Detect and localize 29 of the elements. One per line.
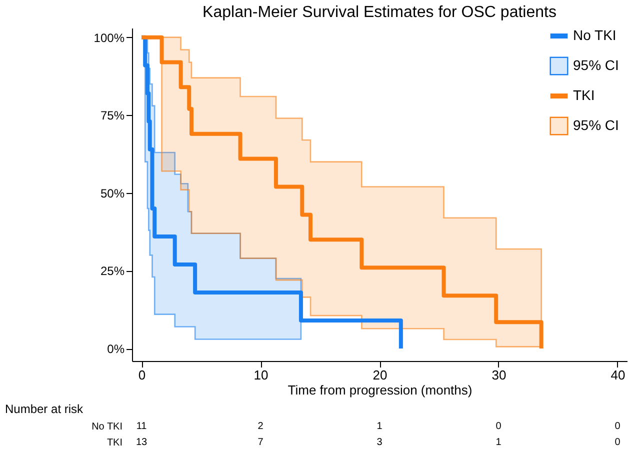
y-tick-label: 50%: [100, 186, 125, 200]
text: 1: [376, 421, 383, 432]
x-tick-label: 20: [372, 368, 388, 382]
text: TKI: [106, 438, 122, 448]
legend-label: No TKI: [573, 27, 616, 43]
text: Number at risk: [5, 402, 84, 416]
text: 7: [258, 437, 264, 448]
y-tick-label: 25%: [100, 264, 125, 278]
text: 0: [614, 437, 621, 448]
text: 3: [376, 437, 383, 448]
y-tick-label: 0%: [107, 342, 125, 356]
text: 0: [614, 421, 621, 432]
y-tick-label: 75%: [100, 108, 125, 123]
annotation: 95% CI: [573, 117, 619, 133]
x-tick-label: 10: [254, 368, 268, 382]
annotation: 95% CI: [573, 57, 619, 73]
text: 11: [136, 421, 148, 432]
x-tick-label: 0: [138, 368, 146, 382]
legend-label: TKI: [573, 87, 595, 103]
chart-title: Kaplan-Meier Survival Estimates for OSC patients: [202, 4, 556, 21]
x-tick-label: 40: [610, 368, 626, 382]
text: 0: [496, 421, 502, 432]
text: No TKI: [92, 422, 122, 432]
x-axis-title: Time from progression (months): [288, 382, 472, 398]
text: 2: [258, 421, 264, 432]
y-tick-label: 100%: [94, 30, 125, 45]
x-tick-label: 30: [492, 368, 506, 382]
text: 13: [136, 437, 148, 448]
text: 1: [496, 437, 502, 448]
